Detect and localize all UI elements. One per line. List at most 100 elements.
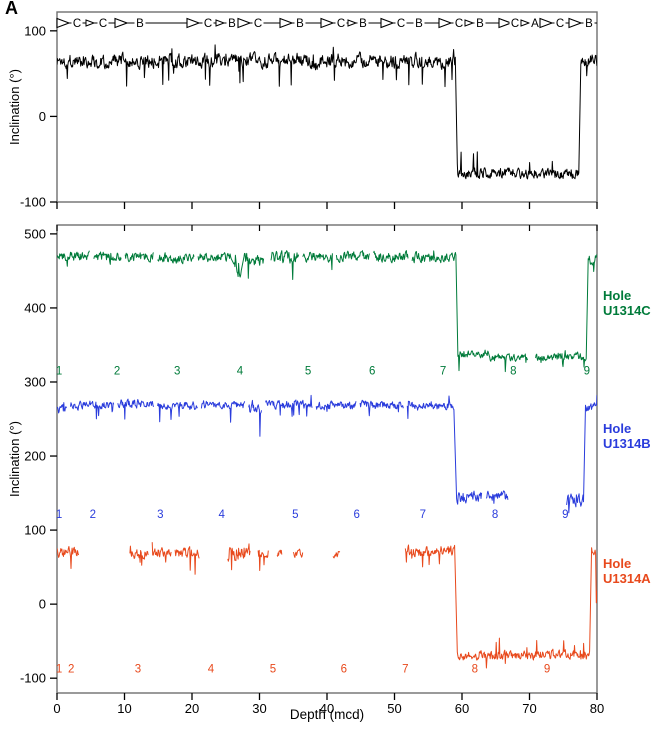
x-tick-label: 60: [455, 701, 469, 716]
hole-letter-bg: [202, 16, 214, 30]
y-tick-label: 0: [39, 109, 46, 124]
hole-u1314c-core-number: 7: [440, 366, 446, 378]
splice-record-trace: [57, 44, 597, 180]
hole-u1314c-trace: [57, 250, 597, 373]
hole-letter-bg: [294, 16, 306, 30]
tie-arrow-icon: [438, 17, 453, 29]
y-tick-label: 300: [24, 374, 46, 389]
panel-border: [56, 11, 598, 203]
hole-u1314b-core-number: 9: [562, 509, 568, 521]
splice-hole-letter: C: [254, 18, 262, 30]
hole-u1314a-core-number: 9: [544, 663, 550, 675]
splice-hole-letter: B: [476, 18, 484, 30]
hole-letter-bg: [474, 16, 486, 30]
hole-u1314b-label-line2: U1314B: [603, 436, 651, 451]
hole-u1314c-core-number: 5: [305, 366, 311, 378]
splice-hole-letter: C: [99, 18, 107, 30]
tie-arrow-icon: [186, 17, 201, 29]
tie-arrow-icon: [380, 17, 395, 29]
hole-u1314b-core-number: 1: [56, 509, 62, 521]
hole-u1314b-core-number: 3: [157, 509, 163, 521]
splice-hole-letter: B: [585, 18, 593, 30]
hole-u1314b-core-number: 5: [292, 509, 298, 521]
x-tick-label: 50: [387, 701, 401, 716]
x-tick-label: 20: [185, 701, 199, 716]
splice-hole-letter: C: [511, 18, 519, 30]
tie-arrow-small-icon: [85, 19, 96, 27]
hole-u1314b-trace: [57, 394, 597, 514]
hole-u1314c-core-number: 4: [237, 366, 244, 378]
x-tick-label: 70: [522, 701, 536, 716]
splice-hole-letter: B: [136, 18, 144, 30]
splice-hole-letter: C: [397, 18, 405, 30]
hole-u1314a-label-line2: U1314A: [603, 571, 651, 586]
hole-u1314a-core-number: 6: [341, 663, 347, 675]
hole-letter-bg: [554, 16, 566, 30]
hole-letter-bg: [529, 16, 541, 30]
tie-arrow-icon: [320, 17, 335, 29]
hole-u1314a-core-number: 5: [270, 663, 276, 675]
hole-u1314a-core-number: 8: [472, 663, 478, 675]
hole-letter-bg: [226, 16, 238, 30]
hole-u1314a-label-line1: Hole: [603, 556, 632, 571]
hole-u1314b-label-line1: Hole: [603, 421, 632, 436]
x-axis-label: Depth (mcd): [289, 707, 365, 722]
hole-u1314a-core-number: 1: [56, 663, 62, 675]
y-tick-label: 200: [24, 449, 46, 464]
hole-letter-bg: [583, 16, 595, 30]
y-tick-label: 100: [24, 23, 46, 38]
hole-u1314c-label-line2: U1314C: [603, 303, 651, 318]
hole-u1314a-label: Hole U1314A: [603, 556, 651, 586]
tie-arrow-icon: [279, 17, 294, 29]
hole-letter-bg: [413, 16, 425, 30]
hole-u1314c-core-number: 8: [510, 366, 516, 378]
y-axis-label-top-panel: Inclination (°): [7, 69, 22, 146]
tie-arrow-icon: [114, 17, 129, 29]
y-tick-label: 100: [24, 523, 46, 538]
y-tick-label: 400: [24, 300, 46, 315]
splice-hole-letter: C: [455, 18, 463, 30]
splice-hole-letter: B: [296, 18, 304, 30]
hole-u1314c-core-number: 1: [56, 366, 62, 378]
hole-letter-bg: [509, 16, 521, 30]
tie-arrow-icon: [56, 17, 71, 29]
hole-u1314b-core-number: 7: [420, 509, 426, 521]
splice-hole-letter: A: [531, 18, 539, 30]
x-tick-label: 80: [590, 701, 604, 716]
hole-u1314c-label-line1: Hole: [603, 288, 632, 303]
hole-u1314c-label: Hole U1314C: [603, 288, 651, 318]
tie-arrow-small-icon: [464, 19, 475, 27]
splice-hole-letter: C: [73, 18, 81, 30]
hole-u1314a-core-number: 3: [135, 663, 141, 675]
hole-u1314a-core-number: 4: [208, 663, 215, 675]
x-tick-label: 30: [252, 701, 266, 716]
tie-arrow-small-icon: [347, 19, 358, 27]
hole-u1314b-core-number: 4: [218, 509, 225, 521]
hole-letter-bg: [71, 16, 83, 30]
hole-u1314b-label: Hole U1314B: [603, 421, 651, 451]
x-tick-label: 40: [320, 701, 334, 716]
panel-border: [56, 224, 598, 694]
hole-letter-bg: [134, 16, 146, 30]
hole-u1314c-core-number: 9: [584, 366, 590, 378]
hole-letter-bg: [97, 16, 109, 30]
tie-arrow-small-icon: [520, 19, 531, 27]
tie-arrow-icon: [237, 17, 252, 29]
tie-arrow-small-icon: [215, 19, 226, 27]
hole-u1314b-core-number: 2: [90, 509, 96, 521]
tie-arrow-icon: [498, 17, 513, 29]
y-tick-label: -100: [20, 671, 46, 686]
hole-u1314c-core-number: 6: [369, 366, 375, 378]
y-tick-label: 0: [39, 597, 46, 612]
splice-hole-letter: C: [204, 18, 212, 30]
y-tick-label: -100: [20, 195, 46, 210]
hole-u1314c-core-number: 2: [114, 366, 120, 378]
splice-hole-letter: C: [337, 18, 345, 30]
hole-letter-bg: [252, 16, 264, 30]
splice-hole-letter: B: [228, 18, 236, 30]
y-tick-label: 500: [24, 226, 46, 241]
